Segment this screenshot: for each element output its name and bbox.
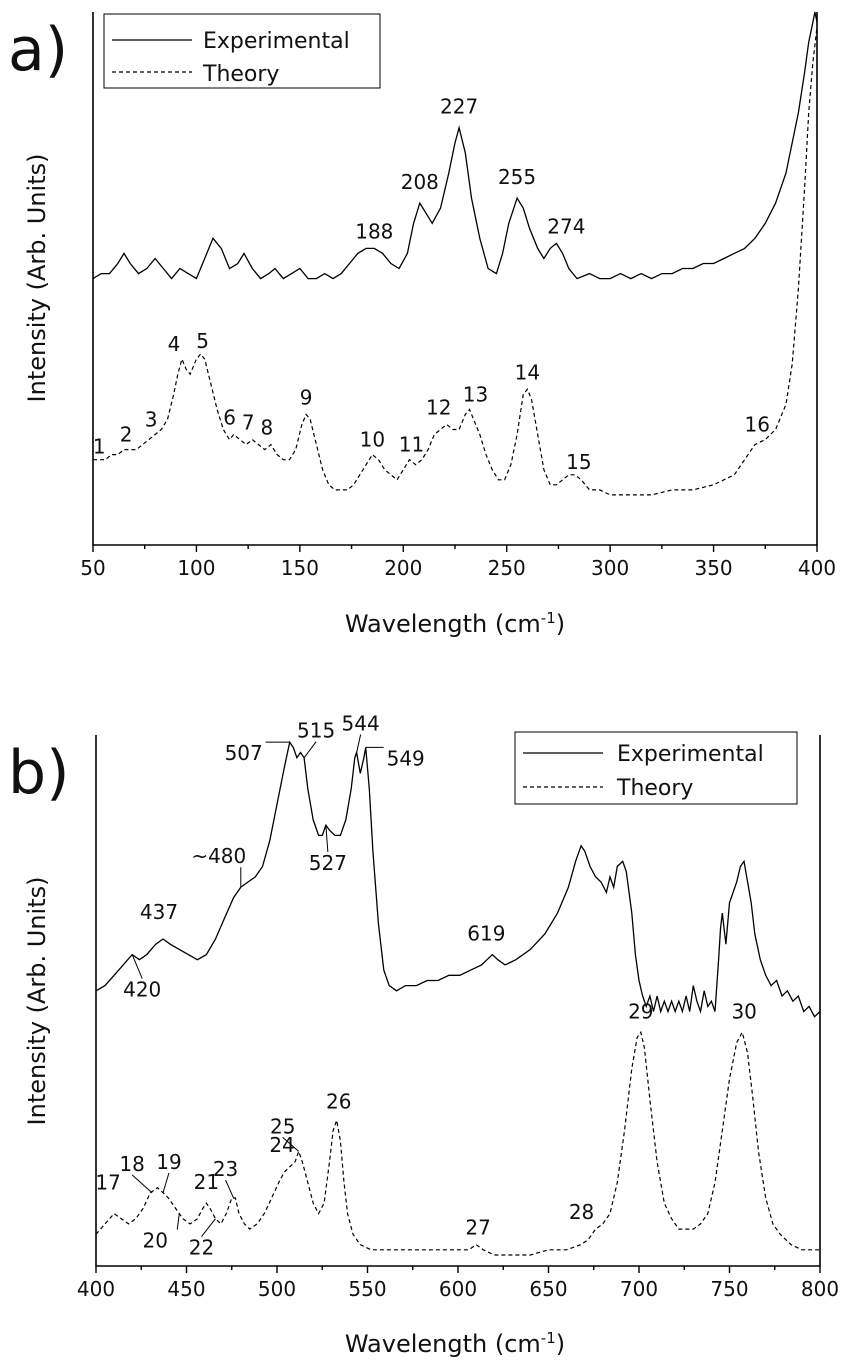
x-tick-label: 50 [80, 556, 105, 580]
peak-annotation: 507 [225, 741, 263, 765]
panel-label: b) [8, 738, 70, 808]
series-experimental-line [95, 740, 821, 1018]
peak-annotation: 544 [342, 712, 380, 736]
x-tick-label: 250 [488, 556, 526, 580]
y-axis-title: Intensity (Arb. Units) [23, 154, 51, 403]
panel-a: a) 50 100 150 200 250 300 350 400 227 208 188 255 2… [8, 11, 836, 638]
peak-annotation: 26 [326, 1089, 351, 1113]
peak-annotation: 17 [95, 1171, 120, 1195]
legend-label-theory: Theory [616, 776, 693, 801]
peak-annotation: 527 [309, 851, 347, 875]
peak-annotation: 3 [145, 408, 158, 432]
peak-annotation: 16 [744, 413, 769, 437]
annotation-leader [176, 1213, 180, 1230]
curves [95, 740, 821, 1256]
legend-label-experimental: Experimental [617, 742, 764, 767]
peak-annotation: 30 [731, 999, 756, 1023]
x-tick-label: 550 [348, 1277, 386, 1301]
peak-annotation: 15 [566, 450, 591, 474]
x-tick-label: 800 [801, 1277, 839, 1301]
peak-annotation: 6 [223, 406, 236, 430]
x-tick-label: 650 [529, 1277, 567, 1301]
peak-annotation: 13 [463, 382, 488, 406]
x-tick-label: 500 [258, 1277, 296, 1301]
peak-annotation: 28 [569, 1200, 594, 1224]
panel-label: a) [8, 15, 68, 85]
peak-annotation: 274 [547, 214, 585, 238]
annotation-leader [131, 954, 143, 979]
peak-annotation: 29 [628, 999, 653, 1023]
peak-annotation: 10 [360, 428, 385, 452]
peak-annotation: 22 [189, 1236, 214, 1260]
peak-annotation: 11 [399, 433, 424, 457]
y-axis-title: Intensity (Arb. Units) [23, 877, 51, 1126]
peak-annotation: 19 [156, 1150, 181, 1174]
legend-box [514, 731, 798, 805]
peak-annotation: 25 [270, 1114, 295, 1138]
peak-annotation: 1 [93, 435, 106, 459]
peak-annotation: 18 [119, 1152, 144, 1176]
peak-annotation: 420 [123, 978, 161, 1002]
peak-annotation: 12 [426, 395, 451, 419]
curves [92, 11, 818, 496]
series-theory-line [93, 27, 818, 496]
x-tick-label: 400 [798, 556, 836, 580]
series-theory-line [95, 1030, 820, 1256]
peak-annotation: 8 [260, 416, 273, 440]
x-tick-label: 450 [167, 1277, 205, 1301]
peak-annotation: 23 [213, 1157, 238, 1181]
x-ticks: 50 100 150 200 250 300 350 400 [80, 545, 836, 580]
annotation-leader [162, 1172, 170, 1193]
annotation-leader [225, 1179, 235, 1199]
peak-annotation: 515 [297, 719, 335, 743]
annotation-leader [131, 1174, 153, 1194]
peak-annotation: 208 [401, 170, 439, 194]
panel-b: b) 400 450 500 550 600 650 700 750 800 507 515 544… [8, 712, 839, 1358]
plot-frame [92, 11, 818, 546]
annotation-leader [282, 1137, 300, 1152]
x-tick-label: 200 [384, 556, 422, 580]
legend: Experimental Theory [514, 731, 798, 805]
annotation-leader [303, 741, 317, 759]
peak-annotation: 2 [120, 423, 133, 447]
x-tick-label: 150 [281, 556, 319, 580]
peak-annotation: 188 [355, 219, 393, 243]
x-tick-label: 750 [710, 1277, 748, 1301]
peak-annotation: 437 [140, 900, 178, 924]
x-tick-label: 100 [177, 556, 215, 580]
x-ticks: 400 450 500 550 600 650 700 750 800 [77, 1266, 839, 1301]
annotation-leader [356, 734, 362, 753]
peak-annotation: 227 [440, 95, 478, 119]
peak-annotation: 21 [194, 1170, 219, 1194]
peak-annotation: 4 [168, 332, 181, 356]
legend: Experimental Theory [103, 13, 381, 89]
x-axis-title: Wavelength (cm-1) [345, 1329, 565, 1358]
peak-annotation: 619 [467, 922, 505, 946]
legend-label-theory: Theory [202, 62, 279, 87]
peak-annotation: 20 [143, 1229, 168, 1253]
x-axis-title: Wavelength (cm-1) [345, 609, 565, 638]
x-tick-label: 600 [439, 1277, 477, 1301]
x-tick-label: 400 [77, 1277, 115, 1301]
annotation-leader [325, 825, 329, 853]
peak-annotation: 5 [196, 329, 209, 353]
peak-annotation: ~480 [191, 844, 246, 868]
annotation-leader [201, 1218, 216, 1238]
x-tick-label: 700 [620, 1277, 658, 1301]
peak-annotation: 24 [269, 1133, 294, 1157]
x-tick-label: 300 [591, 556, 629, 580]
peak-annotation: 14 [515, 360, 540, 384]
peak-annotation: 549 [387, 746, 425, 770]
peak-annotation: 9 [300, 385, 313, 409]
series-experimental-line [92, 11, 818, 280]
peak-annotation: 255 [498, 165, 536, 189]
x-tick-label: 350 [694, 556, 732, 580]
peak-annotation: 7 [242, 411, 255, 435]
legend-box [103, 13, 381, 89]
peak-annotation: 27 [465, 1216, 490, 1240]
legend-label-experimental: Experimental [203, 29, 350, 54]
